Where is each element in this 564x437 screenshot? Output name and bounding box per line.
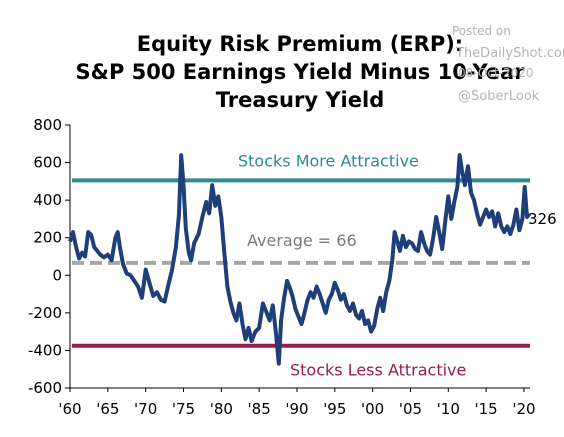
- y-tick-label: 0: [52, 266, 62, 284]
- x-tick-label: '60: [58, 400, 81, 418]
- chart-title-line-2: S&P 500 Earnings Yield Minus 10-Year: [75, 60, 525, 84]
- average-label: Average = 66: [247, 231, 357, 250]
- y-tick-label: 400: [33, 191, 62, 209]
- watermark-line-1: Posted on: [452, 24, 511, 38]
- x-tick-label: '85: [248, 400, 271, 418]
- x-tick-label: '05: [399, 400, 422, 418]
- x-tick-label: '65: [96, 400, 119, 418]
- watermark-line-2: TheDailyShot.com: [456, 46, 564, 61]
- stocks-more-attractive-label: Stocks More Attractive: [238, 151, 419, 170]
- watermark-line-3: 08-Oct-2020: [458, 66, 534, 80]
- chart-title: Equity Risk Premium (ERP): S&P 500 Earni…: [20, 30, 564, 114]
- x-tick-label: '90: [285, 400, 308, 418]
- y-tick-label: -400: [28, 341, 62, 359]
- x-tick-label: '80: [210, 400, 233, 418]
- x-tick-label: '95: [323, 400, 346, 418]
- watermark-handle: @SoberLook: [458, 89, 540, 104]
- x-tick-label: '10: [437, 400, 460, 418]
- x-tick-label: '15: [475, 400, 498, 418]
- x-tick-label: '75: [172, 400, 195, 418]
- x-tick-label: '70: [134, 400, 157, 418]
- y-tick-label: 200: [33, 229, 62, 247]
- y-tick-label: -200: [28, 304, 62, 322]
- stocks-less-attractive-label: Stocks Less Attractive: [290, 361, 466, 380]
- erp-series-line: [68, 153, 532, 366]
- y-tick-label: -600: [28, 379, 62, 397]
- end-value-label: 326: [528, 210, 557, 228]
- y-tick-label: 600: [33, 154, 62, 172]
- x-tick-label: '00: [361, 400, 384, 418]
- chart-title-line-3: Treasury Yield: [215, 88, 385, 112]
- y-tick-label: 800: [33, 116, 62, 134]
- chart-title-line-1: Equity Risk Premium (ERP):: [136, 32, 464, 56]
- x-tick-label: '20: [512, 400, 535, 418]
